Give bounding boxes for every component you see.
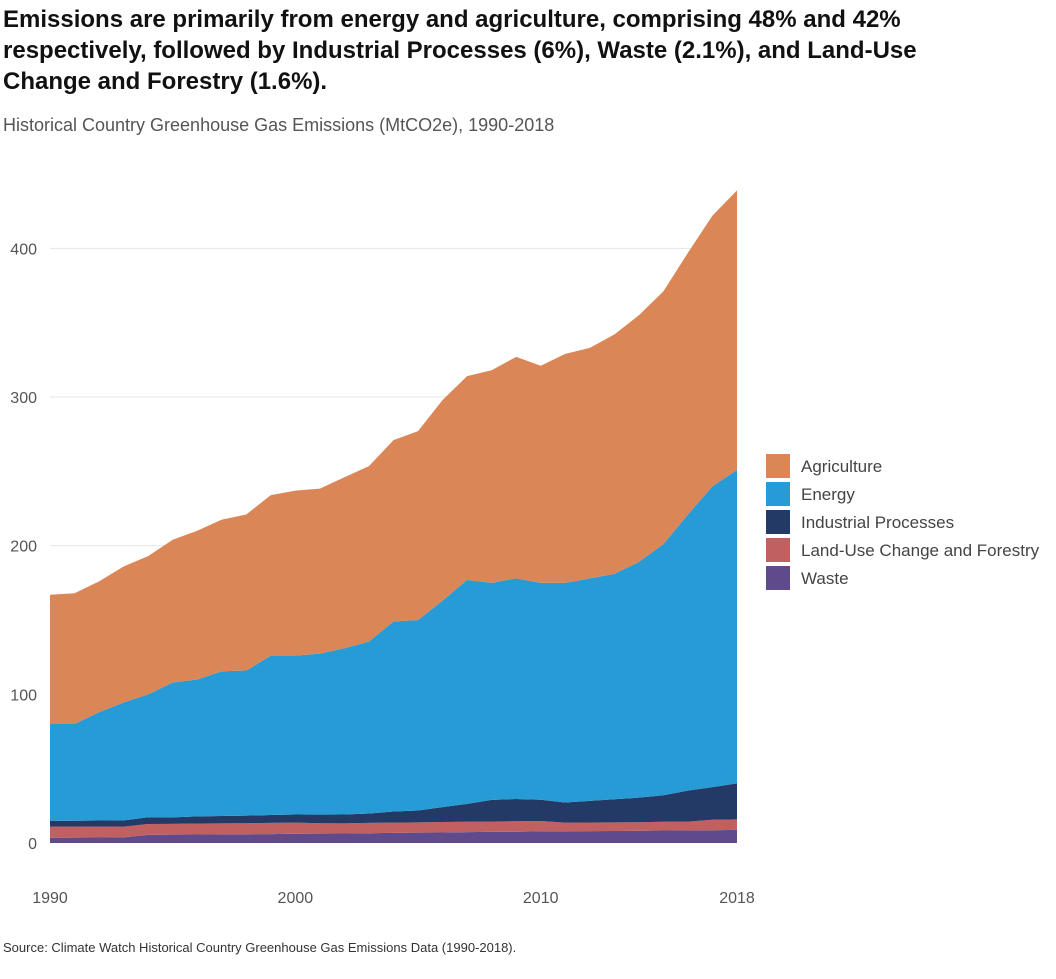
y-tick-label-400: 400 — [10, 241, 37, 258]
legend-label-agriculture: Agriculture — [801, 457, 882, 476]
legend-swatch-energy — [766, 482, 790, 506]
area-energy — [50, 469, 737, 821]
legend-swatch-land-use-change-and-forestry — [766, 538, 790, 562]
legend-label-land-use-change-and-forestry: Land-Use Change and Forestry — [801, 541, 1040, 560]
legend-swatch-waste — [766, 566, 790, 590]
x-tick-label-1990: 1990 — [32, 890, 68, 907]
x-tick-label-2010: 2010 — [523, 890, 559, 907]
legend-label-industrial-processes: Industrial Processes — [801, 513, 954, 532]
y-tick-label-300: 300 — [10, 390, 37, 407]
legend-swatch-industrial-processes — [766, 510, 790, 534]
x-tick-label-2018: 2018 — [719, 890, 755, 907]
source-note: Source: Climate Watch Historical Country… — [3, 940, 517, 955]
x-axis-ticks: 1990 2000 2010 2018 — [32, 890, 755, 907]
legend-label-waste: Waste — [801, 569, 849, 588]
y-axis-ticks: 0 100 200 300 400 — [10, 241, 37, 853]
y-tick-label-100: 100 — [10, 687, 37, 704]
y-tick-label-200: 200 — [10, 539, 37, 556]
legend: Agriculture Energy Industrial Processes Lan… — [766, 454, 1040, 590]
area-series — [50, 190, 737, 843]
area-agriculture — [50, 190, 737, 725]
x-tick-label-2000: 2000 — [278, 890, 314, 907]
chart-subtitle: Historical Country Greenhouse Gas Emissi… — [3, 115, 555, 135]
area-waste — [50, 829, 737, 843]
y-tick-label-0: 0 — [28, 836, 37, 853]
legend-swatch-agriculture — [766, 454, 790, 478]
area-land-use-change-and-forestry — [50, 819, 737, 838]
chart-title: Emissions are primarily from energy and … — [3, 6, 917, 95]
area-industrial-processes — [50, 783, 737, 827]
legend-label-energy: Energy — [801, 485, 855, 504]
